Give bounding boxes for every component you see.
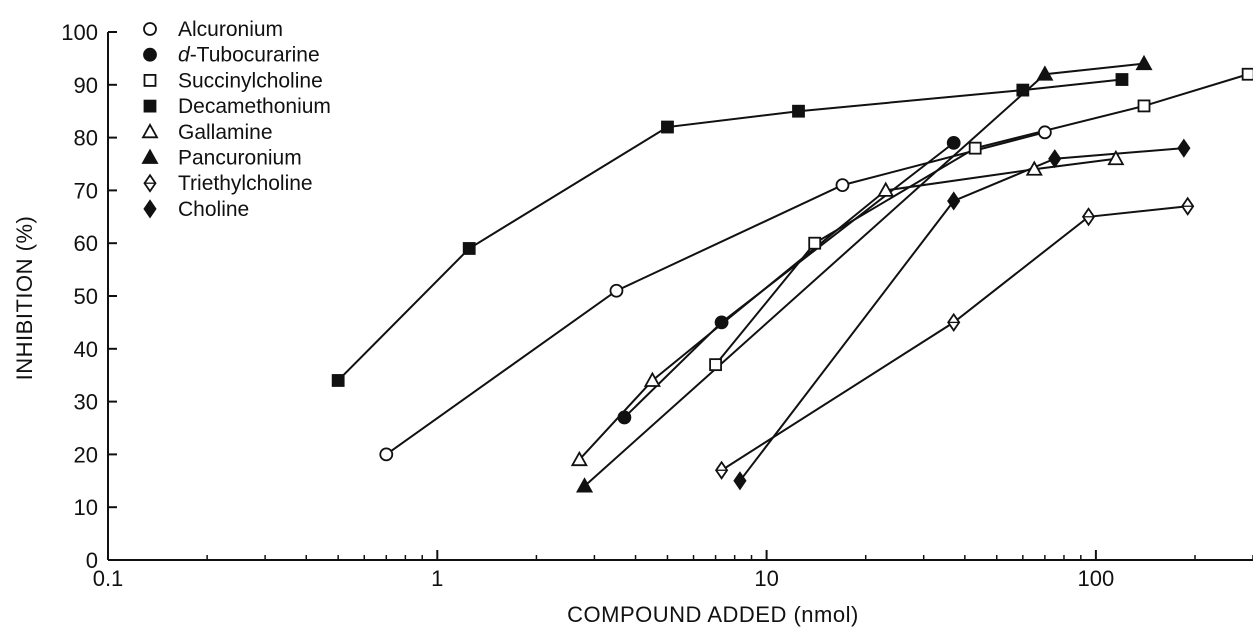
y-tick-label: 20 [74, 442, 98, 467]
legend-marker-d-tubocurarine [143, 47, 157, 62]
data-point-succinylcholine [808, 236, 822, 250]
y-tick-label: 30 [74, 390, 98, 415]
data-point-alcuronium [1037, 125, 1052, 140]
y-tick-label: 40 [74, 337, 98, 362]
legend-label: d-Tubocurarine [178, 44, 320, 67]
legend-marker-gallamine [141, 122, 159, 139]
tick-labels: 0 10 20 30 40 50 60 70 80 90 100 0.1 1 10 100 [61, 20, 1114, 591]
data-point-alcuronium [835, 178, 850, 193]
data-point-choline-shape [947, 191, 961, 211]
legend-item-choline: Choline [143, 198, 249, 221]
data-point-d-tubocurarine [714, 315, 729, 330]
data-point-decamethonium [331, 374, 345, 387]
y-tick-label: 10 [74, 495, 98, 520]
data-point-decamethonium [792, 104, 805, 118]
y-tick-label: 50 [74, 284, 98, 309]
data-point-gallamine [1107, 149, 1125, 166]
data-point-alcuronium [609, 283, 624, 298]
legend-marker-decamethonium [143, 99, 157, 113]
series-line-succinylcholine [714, 73, 1249, 366]
data-point-alcuronium [379, 447, 394, 462]
data-point-choline [947, 191, 961, 211]
legend-item-pancuronium: Pancuronium [141, 147, 302, 170]
legend-label: Alcuronium [178, 18, 283, 41]
data-point-decamethonium [661, 120, 674, 134]
legend-item-alcuronium: Alcuronium [143, 18, 283, 41]
data-point-pancuronium [1135, 54, 1153, 71]
legend-marker-choline [143, 199, 157, 219]
legend-item-succinylcholine: Succinylcholine [143, 69, 323, 92]
data-point-choline [1048, 149, 1062, 169]
y-tick-label: 90 [74, 73, 98, 98]
x-tick-label: 0.1 [93, 566, 124, 591]
series-line-choline [739, 147, 1184, 482]
data-point-succinylcholine [709, 358, 722, 372]
legend-marker-succinylcholine [143, 74, 157, 87]
y-tick-label: 100 [61, 20, 98, 45]
y-tick-label: 70 [74, 178, 98, 203]
legend-label: Succinylcholine [178, 69, 323, 92]
legend-label: Choline [178, 198, 249, 221]
x-tick-label: 100 [1078, 566, 1115, 591]
y-tick-label: 60 [74, 231, 98, 256]
legend-label: Triethylcholine [178, 172, 313, 195]
series-line-gallamine [578, 157, 1117, 461]
series-line-d-tubocurarine [623, 142, 955, 419]
series-line-alcuronium [385, 131, 1046, 456]
x-axis-title: COMPOUND ADDED (nmol) [567, 602, 859, 627]
legend-marker-choline-shape [143, 199, 157, 219]
series-markers [331, 54, 1253, 493]
legend-marker-pancuronium [141, 148, 159, 164]
y-axis-title: INHIBITION (%) [12, 216, 37, 381]
y-tick-label: 0 [86, 548, 98, 573]
y-tick-label: 80 [74, 126, 98, 151]
data-point-choline-shape [1177, 138, 1191, 158]
data-point-decamethonium [462, 242, 476, 255]
tick-marks [107, 31, 1253, 561]
data-point-succinylcholine [1241, 67, 1253, 81]
data-point-pancuronium [576, 477, 594, 493]
data-point-d-tubocurarine [946, 135, 961, 150]
legend-item-triethylcholine: Triethylcholine [143, 172, 313, 195]
data-point-choline-shape [733, 471, 747, 491]
data-point-gallamine [643, 371, 661, 387]
data-point-triethylcholine [1181, 196, 1195, 216]
data-point-pancuronium [1036, 65, 1054, 81]
data-point-choline [1177, 138, 1191, 158]
legend-marker-triethylcholine [143, 173, 157, 193]
legend-label: Gallamine [178, 121, 273, 144]
legend-label: Decamethonium [178, 95, 331, 118]
legend-item-d-tubocurarine: d-Tubocurarine [143, 44, 320, 67]
data-point-triethylcholine [947, 312, 961, 332]
legend-marker-alcuronium [143, 22, 157, 36]
series-line-decamethonium [337, 78, 1123, 382]
legend-label: Pancuronium [178, 147, 302, 170]
data-point-gallamine [1025, 160, 1043, 176]
data-point-choline [733, 471, 747, 491]
data-point-decamethonium [1016, 83, 1030, 97]
data-point-triethylcholine [714, 460, 729, 480]
data-point-gallamine [570, 450, 588, 467]
data-point-choline-shape [1048, 149, 1062, 169]
data-point-d-tubocurarine [617, 410, 632, 425]
data-point-triethylcholine [1081, 207, 1096, 227]
legend-item-decamethonium: Decamethonium [143, 95, 331, 118]
series-line-triethylcholine [721, 205, 1188, 472]
data-point-gallamine [877, 181, 895, 197]
data-point-decamethonium [1115, 73, 1129, 86]
x-tick-label: 1 [431, 566, 443, 591]
data-point-succinylcholine [1137, 99, 1151, 113]
x-tick-label: 10 [754, 566, 778, 591]
series-lines [337, 62, 1249, 487]
data-point-succinylcholine [968, 141, 982, 155]
legend-item-gallamine: Gallamine [141, 121, 273, 144]
